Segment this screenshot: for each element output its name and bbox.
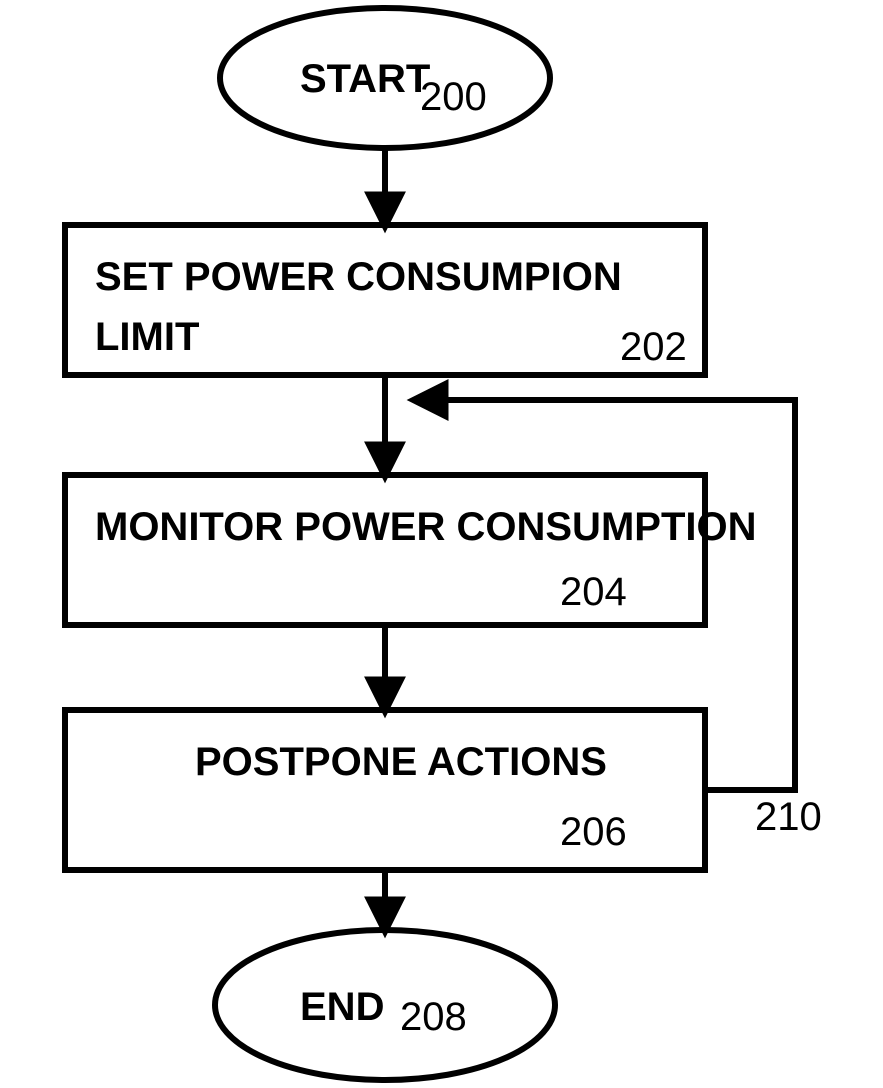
start-label: START (300, 57, 430, 101)
monitor-ref: 204 (560, 570, 627, 614)
end-node (215, 930, 555, 1080)
loop-210-ref: 210 (755, 795, 822, 839)
end-label: END (300, 985, 384, 1029)
set-limit-line1: SET POWER CONSUMPION (95, 255, 622, 299)
postpone-ref: 206 (560, 810, 627, 854)
set-limit-line2: LIMIT (95, 315, 199, 359)
monitor-line1: MONITOR POWER CONSUMPTION (95, 505, 756, 549)
flowchart-svg: START 200 SET POWER CONSUMPION LIMIT 202… (0, 0, 883, 1088)
postpone-line1: POSTPONE ACTIONS (195, 740, 607, 784)
set-limit-ref: 202 (620, 325, 687, 369)
start-ref: 200 (420, 75, 487, 119)
end-ref: 208 (400, 995, 467, 1039)
